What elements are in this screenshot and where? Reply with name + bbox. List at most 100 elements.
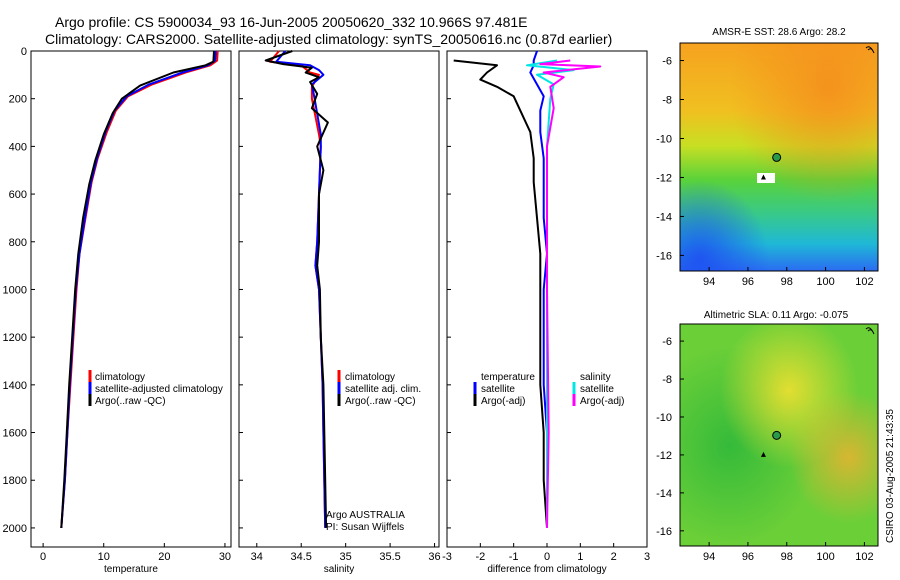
y-tick-label: 1000 <box>3 284 27 296</box>
y-tick-label: 1400 <box>3 380 27 392</box>
series-line-temperature-satellite <box>529 50 548 528</box>
y-tick-label: 400 <box>9 141 27 153</box>
sla-map-title: Altimetric SLA: 0.11 Argo: -0.075 <box>704 310 849 321</box>
x-tick-label: -3 <box>442 551 452 563</box>
map-x-tick-label: 96 <box>742 276 754 288</box>
y-tick-label: 2000 <box>3 523 27 535</box>
legend-satellite: satellite-adjusted climatology <box>95 384 223 395</box>
map-y-tick-label: -16 <box>656 526 672 538</box>
map-x-tick-label: 100 <box>816 276 834 288</box>
salinity-legend: climatology satellite adj. clim. Argo(..… <box>337 370 421 407</box>
temperature-legend: climatology satellite-adjusted climatolo… <box>88 370 223 407</box>
map-y-tick-label: -16 <box>656 250 672 262</box>
map-x-tick-label: 98 <box>781 276 793 288</box>
csiro-stamp: CSIRO 03-Aug-2005 21:43:35 <box>885 409 896 543</box>
x-tick-label: -1 <box>509 551 519 563</box>
sst-data-gap <box>757 173 775 183</box>
legend-argo: Argo(..raw -QC) <box>95 396 166 407</box>
sst-map <box>679 42 879 272</box>
legend-satellite: satellite adj. clim. <box>345 384 421 395</box>
float-position-marker <box>772 152 782 162</box>
axis-ticks: 0 10 20 30020040060080010001200140016001800… <box>3 46 651 563</box>
difference-legend-temperature: temperature satellite Argo(-adj) <box>473 372 535 407</box>
map-y-tick-label: -8 <box>662 374 672 386</box>
map-y-tick-label: -14 <box>656 488 672 500</box>
map-y-tick-label: -10 <box>656 412 672 424</box>
sst-axis-ticks: 94 96 98 100 102 -6 -8 -10 -12 -14 -16 <box>656 56 873 288</box>
map-y-tick-label: -10 <box>656 133 672 145</box>
difference-legend-salinity: salinity satellite Argo(-adj) <box>572 372 624 407</box>
legend-climatology: climatology <box>345 372 395 383</box>
y-tick-label: 600 <box>9 189 27 201</box>
series-line-argo-raw-qc- <box>60 50 215 528</box>
previous-position-marker <box>760 174 766 180</box>
x-tick-label: 34 <box>251 551 263 563</box>
x-tick-label: 20 <box>158 551 170 563</box>
sla-map-frame <box>679 323 879 547</box>
x-tick-label: 0 <box>40 551 46 563</box>
map-y-tick-label: -6 <box>662 336 672 348</box>
sst-map-title: AMSR-E SST: 28.6 Argo: 28.2 <box>712 27 846 38</box>
series-line-climatology <box>60 50 219 528</box>
legend-sal-satellite: satellite <box>580 384 614 395</box>
series-line-climatology <box>269 50 327 528</box>
map-y-tick-label: -12 <box>656 450 672 462</box>
sla-axis-ticks: 94 96 98 100 102 -6 -8 -10 -12 -14 -16 <box>656 336 873 563</box>
y-tick-label: 1200 <box>3 332 27 344</box>
salinity-xlabel: salinity <box>324 564 355 575</box>
map-x-tick-label: 102 <box>855 276 873 288</box>
corner-contour-icon <box>865 327 875 335</box>
difference-xlabel: difference from climatology <box>487 564 606 575</box>
map-x-tick-label: 96 <box>742 551 754 563</box>
x-tick-label: -2 <box>475 551 485 563</box>
temperature-xlabel: temperature <box>104 564 158 575</box>
x-tick-label: 35 <box>340 551 352 563</box>
x-tick-label: 34.5 <box>291 551 312 563</box>
legend-salinity: salinity <box>580 372 611 383</box>
legend-climatology: climatology <box>95 372 145 383</box>
y-tick-label: 1600 <box>3 428 27 440</box>
legend-sal-argo: Argo(-adj) <box>580 396 624 407</box>
x-tick-label: 0 <box>544 551 550 563</box>
y-tick-label: 200 <box>9 94 27 106</box>
map-x-tick-label: 94 <box>703 276 715 288</box>
series-line-satellite-adj-clim- <box>275 50 327 528</box>
legend-temperature: temperature <box>481 372 535 383</box>
series-line-temperature-argo-adj- <box>453 59 548 528</box>
title-line-2: Climatology: CARS2000. Satellite-adjuste… <box>45 31 612 47</box>
float-position-marker <box>772 430 782 440</box>
series-line-satellite-adjusted-climatology <box>60 50 217 528</box>
map-y-tick-label: -14 <box>656 211 672 223</box>
map-x-tick-label: 94 <box>703 551 715 563</box>
map-y-tick-label: -12 <box>656 172 672 184</box>
x-tick-label: 1 <box>577 551 583 563</box>
map-x-tick-label: 98 <box>781 551 793 563</box>
series-line-salinity-argo-adj- <box>539 59 602 528</box>
series-line-argo-raw-qc- <box>264 50 329 528</box>
sst-map-frame <box>679 42 879 272</box>
temperature-panel <box>30 50 232 548</box>
map-y-tick-label: -8 <box>662 95 672 107</box>
map-x-tick-label: 100 <box>816 551 834 563</box>
legend-argo: Argo(..raw -QC) <box>345 396 416 407</box>
y-tick-label: 0 <box>21 46 27 58</box>
legend-temp-argo: Argo(-adj) <box>481 396 525 407</box>
map-x-tick-label: 102 <box>855 551 873 563</box>
x-tick-label: 30 <box>219 551 231 563</box>
legend-temp-satellite: satellite <box>481 384 515 395</box>
map-y-tick-label: -6 <box>662 56 672 68</box>
sla-map <box>679 323 879 547</box>
x-tick-label: 2 <box>611 551 617 563</box>
x-tick-label: 3 <box>644 551 650 563</box>
argo-annotation-line-2: PI: Susan Wijffels <box>326 522 404 533</box>
argo-annotation-line-1: Argo AUSTRALIA <box>326 510 405 521</box>
title-line-1: Argo profile: CS 5900034_93 16-Jun-2005 … <box>55 14 528 30</box>
x-tick-label: 10 <box>98 551 110 563</box>
y-tick-label: 800 <box>9 237 27 249</box>
sla-markers <box>760 327 875 457</box>
previous-position-marker <box>760 451 766 457</box>
sst-markers <box>760 46 875 180</box>
salinity-panel <box>238 50 440 548</box>
corner-contour-icon <box>865 46 875 54</box>
